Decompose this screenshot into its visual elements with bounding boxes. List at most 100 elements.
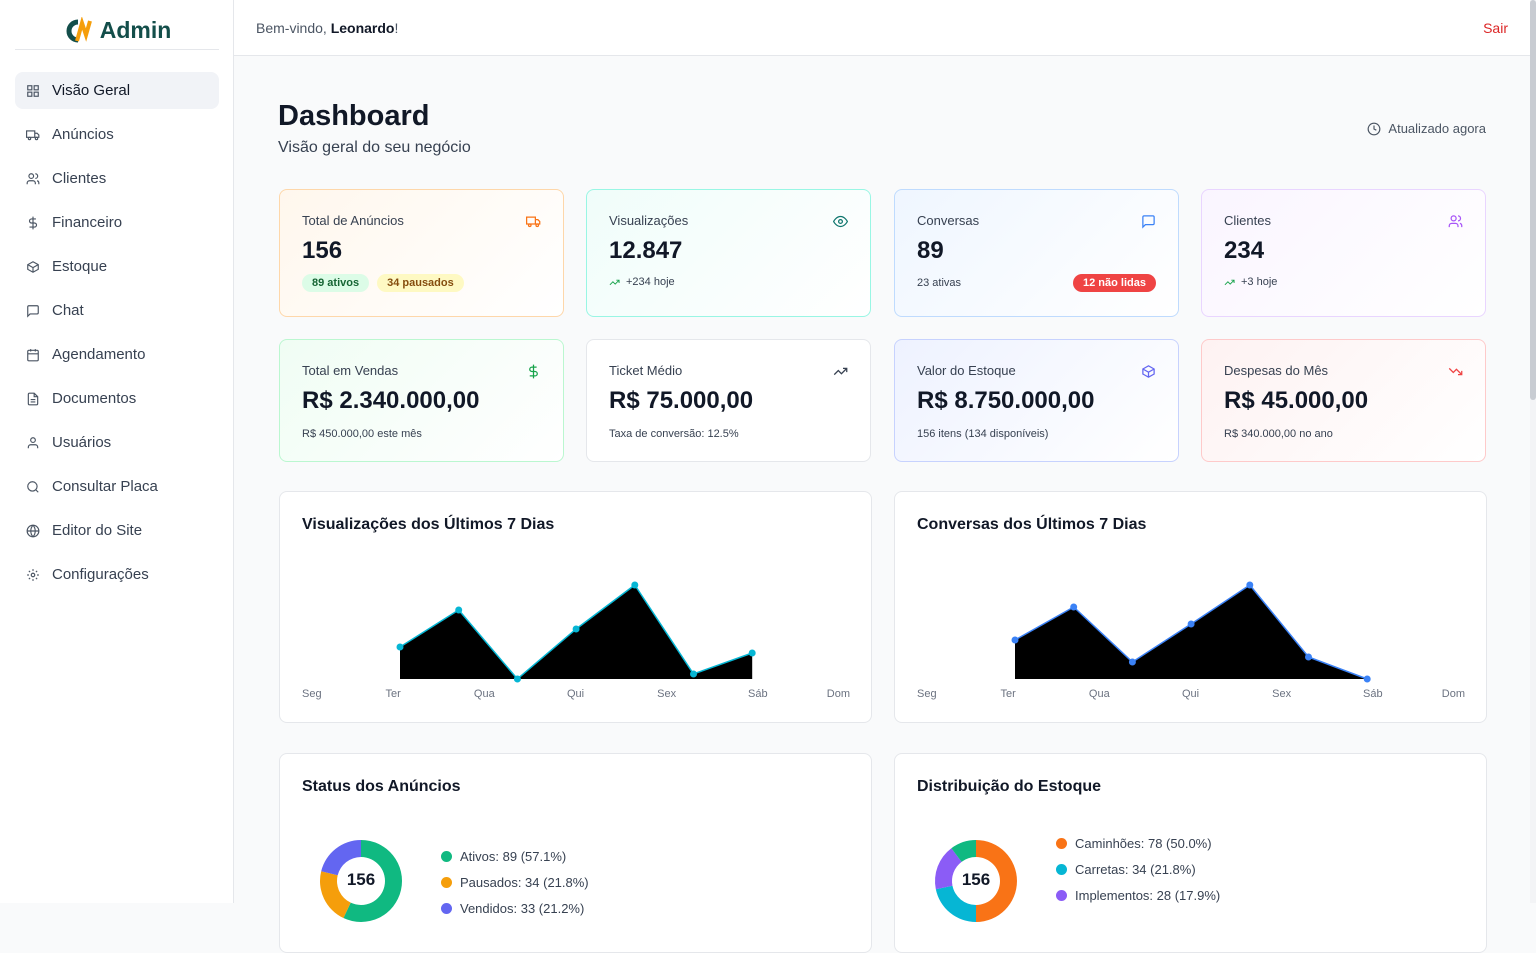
sidebar-item-agendamento[interactable]: Agendamento <box>15 336 219 373</box>
card-value: R$ 75.000,00 <box>609 387 754 414</box>
scrollbar-thumb[interactable] <box>1530 0 1536 400</box>
data-point-Sáb[interactable] <box>690 670 697 678</box>
clock-icon <box>1368 122 1381 135</box>
donut-total: 156 <box>346 870 376 889</box>
stock-value-card: Valor do Estoque R$ 8.750.000,00 156 iten… <box>894 339 1179 462</box>
data-point-Ter[interactable] <box>1070 603 1078 611</box>
sidebar-item-label: Usuários <box>52 434 112 451</box>
trend-down-icon <box>1448 367 1463 376</box>
page-title: Dashboard <box>278 100 430 132</box>
legend-item: Implementos: 28 (17.9%) <box>1056 882 1220 908</box>
conversations-chart-card: Conversas dos Últimos 7 Dias Seg Ter Qua Qu… <box>894 491 1487 723</box>
legend: Caminhões: 78 (50.0%) Carretas: 34 (21.8%… <box>1056 830 1220 908</box>
users-icon <box>26 172 40 184</box>
globe-icon <box>26 524 40 537</box>
sidebar-nav: Visão Geral Anúncios Clientes Financeiro Est… <box>15 72 219 600</box>
search-icon <box>27 480 39 493</box>
sidebar-item-configuracoes[interactable]: Configurações <box>15 556 219 593</box>
dollar-icon <box>28 216 38 229</box>
card-value: R$ 45.000,00 <box>1224 387 1369 414</box>
legend-dot-icon <box>441 850 452 862</box>
sidebar-item-documentos[interactable]: Documentos <box>15 380 219 417</box>
logo-text: Admin <box>99 17 172 43</box>
total-sales-card: Total em Vendas R$ 2.340.000,00 R$ 450.00… <box>279 339 564 462</box>
legend-item: Pausados: 34 (21.8%) <box>441 869 589 895</box>
donut-slice[interactable] <box>951 840 976 862</box>
card-label: Total de Anúncios <box>302 213 404 228</box>
paused-badge: 34 pausados <box>377 274 464 292</box>
sidebar-item-chat[interactable]: Chat <box>15 292 219 329</box>
sidebar-item-usuarios[interactable]: Usuários <box>15 424 219 461</box>
package-icon <box>27 260 39 273</box>
data-point-Sex[interactable] <box>631 581 639 589</box>
eye-icon <box>833 215 848 228</box>
sidebar-item-label: Anúncios <box>52 126 114 143</box>
legend-label: Pausados: 34 (21.8%) <box>460 874 589 890</box>
x-tick-label: Qui <box>567 688 584 700</box>
message-icon <box>1142 215 1155 229</box>
unread-badge: 12 não lidas <box>1073 274 1156 292</box>
legend-label: Ativos: 89 (57.1%) <box>460 848 567 864</box>
card-label: Clientes <box>1224 213 1271 228</box>
sidebar-item-visao-geral[interactable]: Visão Geral <box>15 72 219 109</box>
data-point-Dom[interactable] <box>748 649 756 657</box>
sidebar-item-label: Editor do Site <box>52 522 143 539</box>
stock-distribution-card: Distribuição do Estoque 156 Caminhões: 7… <box>894 753 1487 953</box>
data-point-Seg[interactable] <box>1011 636 1019 644</box>
x-tick-label: Seg <box>302 688 322 700</box>
x-tick-label: Sáb <box>1363 688 1383 700</box>
data-point-Qui[interactable] <box>1187 620 1195 628</box>
page-subtitle: Visão geral do seu negócio <box>278 139 471 156</box>
sidebar-item-financeiro[interactable]: Financeiro <box>15 204 219 241</box>
average-ticket-card: Ticket Médio R$ 75.000,00 Taxa de convers… <box>586 339 871 462</box>
sidebar: Admin Visão Geral Anúncios Clientes Finance… <box>0 0 234 903</box>
card-value: R$ 2.340.000,00 <box>302 387 480 414</box>
updated-text: Atualizado agora <box>1388 121 1486 136</box>
data-point-Qua[interactable] <box>513 675 521 683</box>
sidebar-item-clientes[interactable]: Clientes <box>15 160 219 197</box>
data-point-Seg[interactable] <box>396 643 404 651</box>
card-label: Conversas <box>917 213 980 228</box>
legend-label: Implementos: 28 (17.9%) <box>1075 887 1221 903</box>
data-point-Qua[interactable] <box>1128 658 1136 666</box>
gear-icon <box>27 568 39 581</box>
donut-slice[interactable] <box>935 848 962 890</box>
donut-slice[interactable] <box>321 840 361 876</box>
sidebar-item-anuncios[interactable]: Anúncios <box>15 116 219 153</box>
donut-slice[interactable] <box>343 840 402 922</box>
data-point-Sáb[interactable] <box>1305 653 1312 661</box>
area-fill <box>1015 585 1368 679</box>
legend-item: Vendidos: 33 (21.2%) <box>441 895 589 921</box>
chart-title: Conversas dos Últimos 7 Dias <box>917 516 1147 533</box>
data-point-Sex[interactable] <box>1246 581 1254 589</box>
x-tick-label: Qua <box>1089 688 1111 700</box>
sidebar-item-editor-do-site[interactable]: Editor do Site <box>15 512 219 549</box>
views-card: Visualizações 12.847 +234 hoje <box>586 189 871 317</box>
x-tick-label: Sex <box>1272 688 1291 700</box>
sidebar-item-estoque[interactable]: Estoque <box>15 248 219 285</box>
trend-up-icon <box>609 279 620 285</box>
donut-slice[interactable] <box>976 840 1017 922</box>
donut-slice[interactable] <box>935 885 976 922</box>
x-tick-label: Seg <box>917 688 937 700</box>
user-name: Leonardo <box>330 19 395 36</box>
views-area-chart: Seg Ter Qua Qui Sex Sáb Dom <box>302 581 850 700</box>
chart-title: Distribuição do Estoque <box>917 778 1102 795</box>
truck-icon <box>526 216 541 228</box>
legend-item: Carretas: 34 (21.8%) <box>1056 856 1220 882</box>
legend-dot-icon <box>1056 863 1067 875</box>
conversations-area-chart: Seg Ter Qua Qui Sex Sáb Dom <box>917 581 1465 700</box>
scrollbar[interactable] <box>1530 0 1536 903</box>
card-label: Valor do Estoque <box>917 363 1016 378</box>
data-point-Ter[interactable] <box>455 606 463 614</box>
x-tick-label: Sáb <box>748 688 768 700</box>
message-icon <box>27 304 39 318</box>
views-chart-card: Visualizações dos Últimos 7 Dias Seg Ter Q… <box>279 491 872 723</box>
sidebar-item-consultar-placa[interactable]: Consultar Placa <box>15 468 219 505</box>
data-point-Dom[interactable] <box>1363 675 1371 683</box>
logout-button[interactable]: Sair <box>1483 19 1508 36</box>
logo[interactable]: Admin <box>15 12 219 50</box>
x-tick-label: Qua <box>474 688 496 700</box>
data-point-Qui[interactable] <box>572 625 580 633</box>
sidebar-item-label: Chat <box>52 302 84 319</box>
